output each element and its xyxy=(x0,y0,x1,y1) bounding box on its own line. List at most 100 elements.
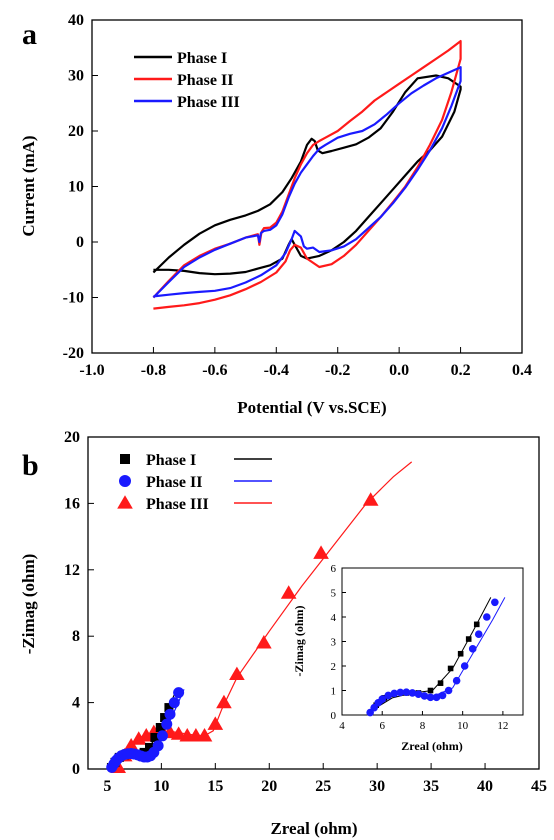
cv-curve-phase-ii xyxy=(152,39,462,310)
inset-data-point xyxy=(427,687,434,694)
inset-data-point xyxy=(426,693,435,702)
inset-data-point xyxy=(384,691,393,700)
inset-data-point xyxy=(447,665,454,672)
y-tick-label: 40 xyxy=(68,12,84,29)
legend-label: Phase III xyxy=(177,94,240,111)
y-tick-label: 16 xyxy=(64,495,80,512)
x-tick-label: -0.2 xyxy=(325,362,350,379)
legend-label: Phase III xyxy=(146,496,209,513)
y-tick-label: 5 xyxy=(331,588,337,600)
inset-series xyxy=(366,597,506,717)
inset-data-point xyxy=(468,645,477,653)
x-tick-label: -1.0 xyxy=(79,362,104,379)
x-tick-label: 10 xyxy=(153,778,169,795)
inset-data-point xyxy=(378,695,387,703)
x-tick-label: 6 xyxy=(379,720,385,732)
data-point-phase-ii xyxy=(168,697,180,709)
y-tick-label: 1 xyxy=(331,686,337,698)
y-tick-label: 2 xyxy=(331,661,337,673)
chart-a-y-axis-title: Current (mA) xyxy=(19,135,38,236)
chart-b-series xyxy=(106,461,413,774)
inset-x-axis-title: Zreal (ohm) xyxy=(401,739,462,753)
x-tick-label: 0.2 xyxy=(451,362,471,379)
x-tick-label: 4 xyxy=(339,720,345,732)
x-tick-label: -0.6 xyxy=(202,362,227,379)
data-point-phase-ii xyxy=(152,740,164,752)
panel-label-a: a xyxy=(22,18,37,51)
data-point-phase-iii xyxy=(256,635,272,649)
y-tick-label: 6 xyxy=(331,563,337,575)
y-tick-label: 0 xyxy=(331,710,337,722)
chart-a-cyclic-voltammetry: -1.0 -0.8 -0.6 -0.4 -0.2 0.0 0.2 0.4 -20 -10 0 10 20… xyxy=(19,12,532,417)
x-tick-label: 30 xyxy=(369,778,385,795)
inset-data-point xyxy=(452,676,461,685)
data-point-phase-iii xyxy=(207,716,224,730)
legend-label: Phase I xyxy=(146,452,196,469)
x-tick-label: 10 xyxy=(457,720,469,732)
inset-data-point xyxy=(491,598,499,607)
chart-a-legend: Phase I Phase II Phase III xyxy=(134,50,240,111)
inset-data-point xyxy=(465,636,472,642)
chart-b-y-axis-title: -Zimag (ohm) xyxy=(19,554,38,655)
x-tick-label: 15 xyxy=(207,778,223,795)
x-tick-label: -0.4 xyxy=(264,362,289,379)
data-point-phase-i xyxy=(155,723,165,732)
y-tick-label: 0 xyxy=(76,234,84,251)
data-point-phase-iii xyxy=(196,727,213,742)
inset-data-point xyxy=(414,690,423,698)
chart-a-ticks: -1.0 -0.8 -0.6 -0.4 -0.2 0.0 0.2 0.4 -20 -10 0 10 20… xyxy=(63,12,532,379)
data-point-phase-iii xyxy=(280,585,297,599)
y-tick-label: 4 xyxy=(72,695,80,712)
x-tick-label: 0.0 xyxy=(389,362,409,379)
chart-b-legend: Phase I Phase II Phase III xyxy=(117,452,272,513)
chart-a-series xyxy=(152,39,462,310)
data-point-phase-iii xyxy=(216,694,232,709)
chart-b-frame xyxy=(87,436,540,770)
panel-label-b: b xyxy=(22,449,39,482)
x-tick-label: 5 xyxy=(103,778,111,795)
inset-data-point xyxy=(444,686,453,695)
legend-marker xyxy=(120,454,130,464)
inset-data-point xyxy=(396,688,405,697)
x-tick-label: 12 xyxy=(497,720,508,732)
x-tick-label: 45 xyxy=(531,778,547,795)
x-tick-label: 35 xyxy=(423,778,439,795)
data-point-phase-ii xyxy=(161,718,173,730)
inset-data-point xyxy=(408,689,417,697)
inset-data-point xyxy=(473,621,480,628)
x-tick-label: 40 xyxy=(477,778,493,795)
chart-a-x-axis-title: Potential (V vs.SCE) xyxy=(237,398,386,417)
y-tick-label: 30 xyxy=(68,68,84,85)
legend-label: Phase II xyxy=(177,72,233,89)
inset-data-point xyxy=(457,650,464,657)
data-point-phase-ii xyxy=(156,730,168,742)
cv-curve-phase-iii xyxy=(152,66,462,299)
data-point-phase-iii xyxy=(229,666,245,681)
x-tick-label: -0.8 xyxy=(141,362,166,379)
y-tick-label: 10 xyxy=(68,179,84,196)
y-tick-label: 8 xyxy=(72,628,80,645)
y-tick-label: 20 xyxy=(64,429,80,446)
legend-label: Phase II xyxy=(146,474,202,491)
data-point-phase-i xyxy=(164,703,174,713)
legend-label: Phase I xyxy=(177,50,227,67)
inset-data-point xyxy=(402,688,411,697)
data-point-phase-i xyxy=(160,713,170,723)
inset-data-point xyxy=(437,680,444,686)
chart-b-x-axis-title: Zreal (ohm) xyxy=(270,819,357,838)
inset-data-point xyxy=(438,691,447,700)
y-tick-label: -10 xyxy=(63,290,84,307)
x-tick-label: 25 xyxy=(315,778,331,795)
y-tick-label: 3 xyxy=(331,637,337,649)
y-tick-label: 0 xyxy=(72,761,80,778)
inset-data-point xyxy=(483,613,491,621)
inset-data-point xyxy=(420,692,429,700)
data-point-phase-iii xyxy=(362,492,379,506)
inset-y-axis-title: -Zimag (ohm) xyxy=(292,606,306,677)
data-point-phase-ii xyxy=(173,687,185,699)
x-tick-label: 0.4 xyxy=(512,362,532,379)
